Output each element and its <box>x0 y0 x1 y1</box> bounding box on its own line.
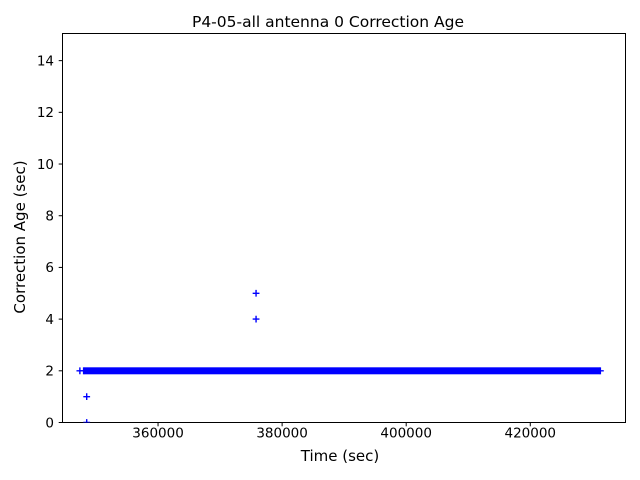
y-axis-ticks: 0 2 4 6 8 10 12 14 <box>37 53 63 431</box>
y-tick-label: 4 <box>45 312 54 328</box>
y-tick-label: 12 <box>37 105 54 121</box>
scatter-band-end-marker <box>80 367 604 375</box>
y-tick-label: 2 <box>45 364 54 380</box>
x-tick-label: 360000 <box>132 426 184 442</box>
x-axis-label: Time (sec) <box>300 447 379 465</box>
plot-border <box>62 33 626 423</box>
y-axis-label: Correction Age (sec) <box>11 160 29 313</box>
chart-title: P4-05-all antenna 0 Correction Age <box>192 13 464 31</box>
scatter-band <box>83 367 601 375</box>
y-tick-label: 6 <box>45 260 54 276</box>
y-tick-label: 8 <box>45 209 54 225</box>
x-tick-label: 400000 <box>380 426 432 442</box>
y-tick-label: 0 <box>45 415 54 431</box>
x-axis-ticks: 360000 380000 400000 420000 <box>132 422 556 442</box>
x-tick-label: 380000 <box>256 426 308 442</box>
x-tick-label: 420000 <box>504 426 556 442</box>
scatter-marker <box>76 289 260 423</box>
y-tick-label: 10 <box>37 157 54 173</box>
y-tick-label: 14 <box>37 53 54 69</box>
scatter-markers <box>76 289 604 423</box>
